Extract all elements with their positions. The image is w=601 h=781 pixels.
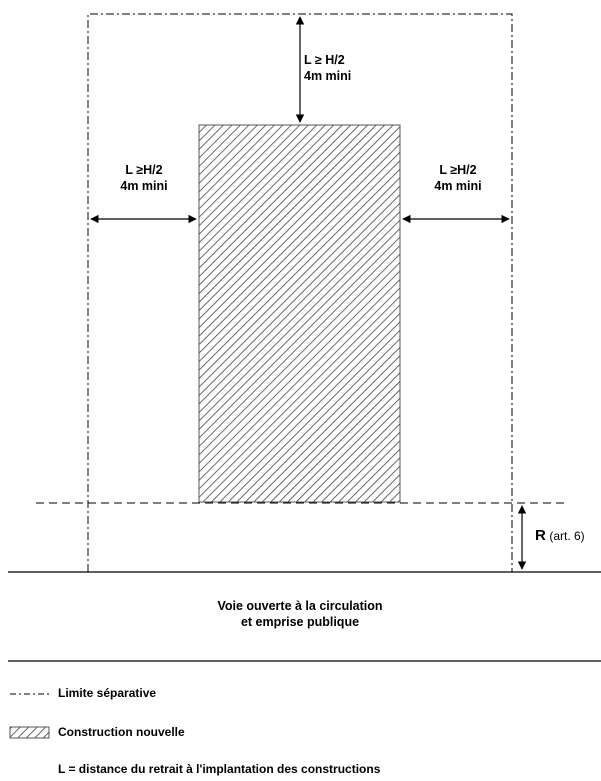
- legend-separative-text: Limite séparative: [58, 686, 157, 700]
- road-label: Voie ouverte à la circulation et emprise…: [150, 598, 450, 630]
- r-distance-label: R (art. 6): [535, 528, 585, 544]
- legend-construction-text: Construction nouvelle: [58, 725, 185, 739]
- right-distance-line1: L ≥H/2: [439, 163, 477, 177]
- left-distance-label: L ≥H/2 4m mini: [104, 162, 184, 194]
- separative-limit-boundary: [87, 13, 513, 572]
- r-letter: R: [535, 527, 546, 544]
- road-label-line2: et emprise publique: [240, 615, 360, 629]
- road-label-line1: Voie ouverte à la circulation: [217, 599, 383, 613]
- right-distance-line2: 4m mini: [434, 179, 482, 193]
- r-article-note: (art. 6): [549, 529, 585, 543]
- left-distance-line1: L ≥H/2: [125, 163, 163, 177]
- new-construction-block: [198, 124, 401, 503]
- top-distance-line1: L ≥ H/2: [304, 53, 345, 67]
- top-distance-label: L ≥ H/2 4m mini: [304, 52, 351, 84]
- legend-definition-text: L = distance du retrait à l'implantation…: [58, 762, 381, 776]
- left-distance-line2: 4m mini: [120, 179, 168, 193]
- right-distance-label: L ≥H/2 4m mini: [418, 162, 498, 194]
- top-distance-line2: 4m mini: [304, 69, 352, 83]
- legend-construction-sample: [9, 726, 50, 739]
